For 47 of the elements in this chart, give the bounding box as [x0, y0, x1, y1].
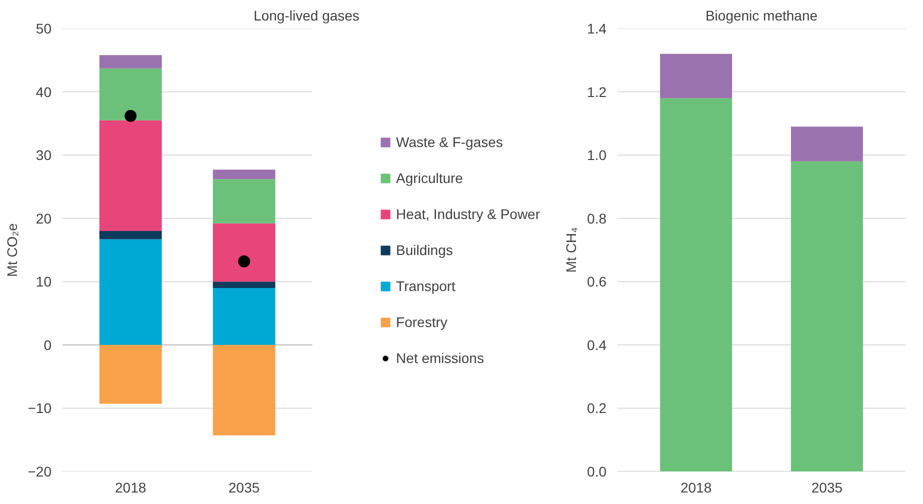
x-tick-label: 2035 [811, 480, 843, 496]
bar [660, 98, 732, 472]
y-tick-label: 10 [36, 274, 52, 290]
y-tick-label: −20 [28, 464, 52, 480]
y-tick-label: 0.6 [587, 274, 607, 290]
bar [99, 55, 162, 68]
y-tick-label: 0.8 [587, 210, 607, 226]
bar [212, 282, 276, 288]
chart-title: Biogenic methane [705, 8, 818, 24]
y-axis-title: Mt CH₄ [563, 227, 580, 273]
bar [99, 231, 162, 240]
y-tick-label: 1.4 [587, 20, 607, 36]
x-tick-label: 2018 [115, 480, 146, 496]
y-tick-label: 30 [36, 147, 52, 164]
legend-label: Buildings [396, 242, 453, 258]
x-tick-label: 2018 [680, 480, 712, 496]
y-tick-label: 0.0 [587, 464, 607, 480]
y-tick-label: 50 [36, 20, 52, 36]
legend-label: Agriculture [396, 170, 463, 186]
bar [99, 344, 162, 404]
bar [99, 120, 162, 232]
legend-label: Heat, Industry & Power [396, 206, 540, 222]
bar [212, 170, 276, 180]
bar [99, 239, 162, 345]
bar [99, 68, 162, 120]
y-tick-label: −10 [28, 400, 52, 416]
bar [660, 54, 732, 98]
bar [212, 344, 276, 436]
y-tick-label: 20 [36, 210, 52, 226]
y-tick-label: 1.0 [587, 147, 607, 164]
bar [212, 223, 276, 282]
x-tick-label: 2035 [228, 480, 260, 496]
legend-label: Transport [396, 278, 456, 294]
y-tick-label: 0 [44, 336, 52, 353]
y-tick-label: 0.2 [587, 400, 607, 416]
legend-label: Waste & F-gases [396, 134, 503, 150]
y-tick-label: 40 [36, 84, 52, 100]
bar [790, 126, 863, 162]
chart-title: Long-lived gases [254, 8, 360, 24]
y-tick-label: 0.4 [587, 336, 607, 353]
bar [212, 288, 276, 345]
y-axis-title: Mt CO₂e [4, 222, 20, 277]
bar [790, 161, 863, 472]
y-tick-label: 1.2 [587, 84, 607, 100]
bar [212, 179, 276, 224]
legend-label: Net emissions [396, 350, 484, 366]
legend-label: Forestry [396, 314, 448, 330]
